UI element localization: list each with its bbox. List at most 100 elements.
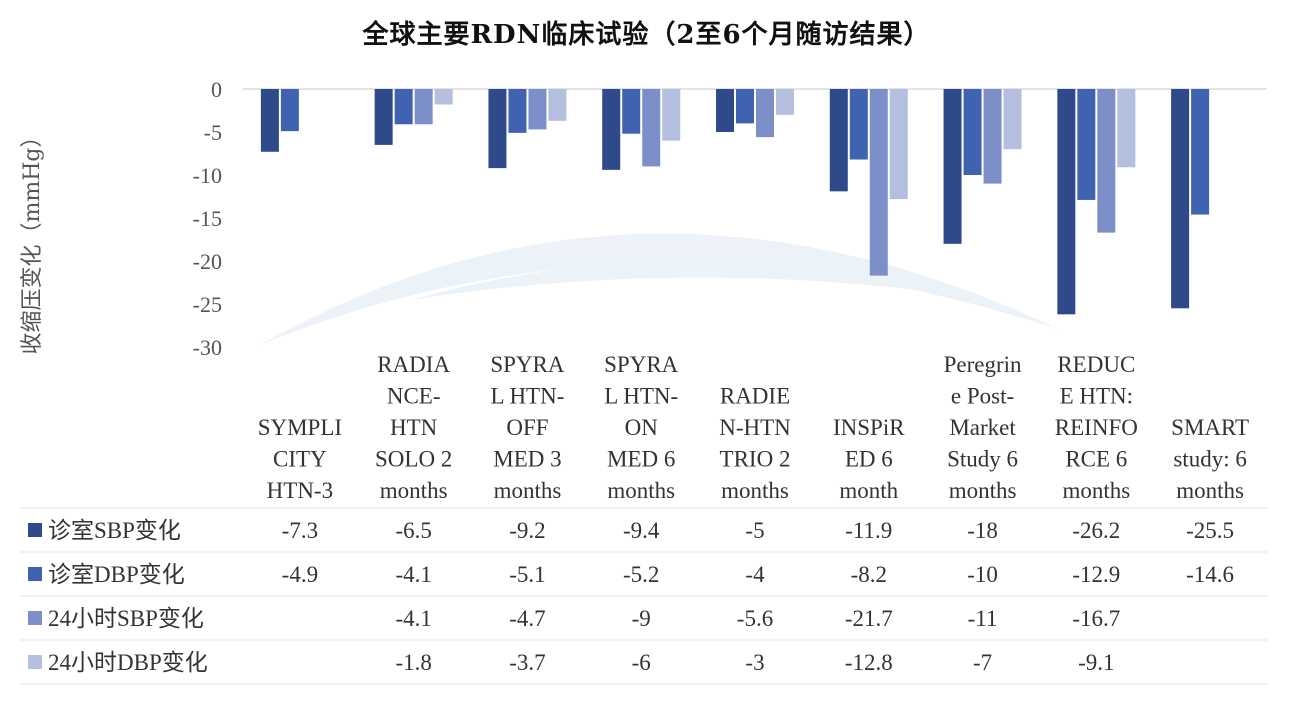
bar [756, 89, 774, 138]
x-tick-label: SOLO 2 [375, 447, 452, 472]
bar [622, 89, 641, 134]
bar [280, 89, 299, 132]
bar [736, 89, 754, 124]
bar [849, 89, 868, 160]
data-label: -10 [967, 562, 998, 587]
data-label: -5.1 [509, 562, 545, 587]
legend-label: 诊室SBP变化 [48, 518, 181, 543]
data-label: -12.9 [1072, 562, 1120, 587]
bar [1057, 89, 1076, 315]
data-label: -4.1 [395, 562, 431, 587]
x-tick-label: N-HTN [719, 415, 791, 440]
legend-label: 24小时SBP变化 [48, 606, 204, 631]
legend-swatch [28, 611, 42, 625]
x-tick-label: MED 3 [493, 447, 561, 472]
x-tick-label: REINFO [1055, 415, 1138, 440]
x-tick-label: SMART [1171, 415, 1249, 440]
bar [943, 89, 962, 244]
x-tick-label: RADIA [377, 352, 450, 377]
bar [963, 89, 982, 175]
bar [889, 89, 908, 200]
data-label: -5 [745, 518, 764, 543]
x-tick-label: REDUC [1057, 352, 1135, 377]
data-label: -8.2 [851, 562, 887, 587]
data-label: -18 [967, 518, 998, 543]
x-tick-label: SPYRA [604, 352, 679, 377]
data-label: -9.1 [1078, 650, 1114, 675]
bar [394, 89, 413, 125]
data-label: -9.2 [509, 518, 545, 543]
x-tick-label: OFF [506, 415, 548, 440]
bar [260, 89, 279, 152]
data-label: -6.5 [395, 518, 431, 543]
x-tick-label: E HTN: [1060, 384, 1133, 409]
x-tick-label: study: 6 [1173, 447, 1246, 472]
x-tick-label: months [721, 478, 789, 503]
data-label: -11.9 [845, 518, 892, 543]
y-tick-label: -30 [193, 335, 222, 360]
data-label: -9 [632, 606, 651, 631]
y-tick-label: -20 [193, 249, 222, 274]
bar [1117, 89, 1136, 168]
bar [776, 89, 794, 115]
data-label: -1.8 [395, 650, 431, 675]
data-label: -16.7 [1072, 606, 1120, 631]
legend-swatch [28, 567, 42, 581]
data-label: -4 [745, 562, 765, 587]
x-tick-label: months [607, 478, 675, 503]
bar [508, 89, 527, 133]
y-tick-label: -15 [193, 206, 222, 231]
bar [869, 89, 888, 276]
x-tick-label: L HTN- [491, 384, 565, 409]
x-tick-label: months [494, 478, 562, 503]
bar [488, 89, 507, 169]
data-label: -7 [973, 650, 992, 675]
legend-label: 24小时DBP变化 [48, 650, 208, 675]
bar [528, 89, 547, 130]
data-label: -25.5 [1186, 518, 1234, 543]
data-label: -21.7 [845, 606, 893, 631]
chart-title: 全球主要RDN临床试验（2至6个月随访结果） [362, 20, 931, 50]
bar [662, 89, 681, 141]
data-label: -4.9 [282, 562, 318, 587]
bar [434, 89, 453, 105]
x-tick-label: RADIE [720, 384, 790, 409]
bar [1191, 89, 1210, 215]
bar [1097, 89, 1116, 233]
bar [1077, 89, 1096, 200]
x-tick-label: NCE- [387, 384, 441, 409]
data-label: -3 [745, 650, 764, 675]
data-label: -7.3 [282, 518, 318, 543]
x-tick-label: Study 6 [947, 447, 1018, 472]
x-tick-label: CITY [273, 447, 327, 472]
x-tick-label: Peregrin [944, 352, 1022, 377]
bar [829, 89, 848, 192]
bar [1003, 89, 1022, 150]
x-tick-label: months [380, 478, 448, 503]
bar [374, 89, 393, 145]
bar [414, 89, 433, 125]
x-tick-label: ON [625, 415, 659, 440]
x-tick-label: months [949, 478, 1017, 503]
x-tick-label: MED 6 [607, 447, 675, 472]
bar [983, 89, 1002, 184]
x-tick-label: SYMPLI [258, 415, 342, 440]
data-label: -5.2 [623, 562, 659, 587]
y-tick-label: 0 [211, 77, 222, 102]
x-tick-label: months [1062, 478, 1130, 503]
watermark [260, 233, 1060, 345]
legend-swatch [28, 655, 42, 669]
data-label: -6 [632, 650, 651, 675]
x-tick-label: Market [949, 415, 1016, 440]
legend-label: 诊室DBP变化 [48, 562, 185, 587]
bar [716, 89, 734, 132]
x-tick-label: HTN-3 [267, 478, 333, 503]
data-label: -3.7 [509, 650, 545, 675]
x-tick-label: TRIO 2 [720, 447, 791, 472]
x-tick-label: e Post- [951, 384, 1014, 409]
x-tick-label: ED 6 [845, 447, 893, 472]
y-tick-label: -10 [193, 163, 222, 188]
bar [602, 89, 621, 170]
data-label: -4.7 [509, 606, 545, 631]
